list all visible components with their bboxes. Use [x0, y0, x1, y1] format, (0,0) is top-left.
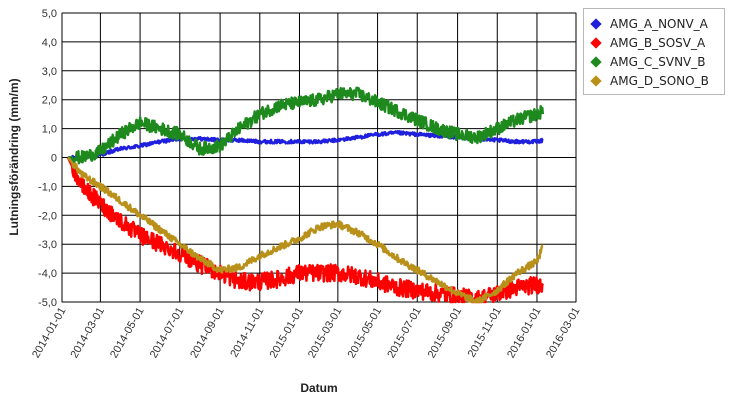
- legend-marker-icon: [590, 17, 602, 30]
- series-line-2: [67, 86, 545, 165]
- x-tick-label: 2015-05-01: [346, 306, 385, 361]
- legend: AMG_A_NONV_A AMG_B_SOSV_A AMG_C_SVNV_B AMG_…: [583, 8, 725, 95]
- x-tick-label: 2014-09-01: [188, 306, 227, 361]
- x-tick-label: 2015-01-01: [268, 306, 307, 361]
- y-tick-label: 3,0: [42, 66, 57, 78]
- legend-marker-icon: [590, 55, 602, 68]
- y-tick-label: 4,0: [42, 37, 57, 49]
- x-tick-label: 2015-03-01: [306, 306, 345, 361]
- x-tick-label: 2014-03-01: [68, 306, 107, 361]
- y-tick-label: -5,0: [38, 297, 57, 309]
- legend-item: AMG_C_SVNV_B: [590, 52, 724, 71]
- legend-label: AMG_D_SONO_B: [610, 73, 709, 88]
- series-line-1: [66, 156, 544, 304]
- y-tick-label: -3,0: [38, 239, 57, 251]
- legend-marker-icon: [590, 74, 602, 87]
- y-tick-label: 2,0: [42, 95, 57, 107]
- x-axis-label: Datum: [300, 381, 337, 395]
- y-tick-label: 0: [51, 153, 57, 165]
- x-tick-label: 2014-11-01: [228, 306, 266, 360]
- legend-label: AMG_B_SOSV_A: [610, 35, 706, 50]
- legend-label: AMG_C_SVNV_B: [610, 54, 706, 69]
- y-tick-label: 1,0: [42, 124, 57, 136]
- y-axis-label: Lutningsförändring (mm/m): [7, 78, 21, 235]
- y-tick-label: 5,0: [42, 8, 57, 20]
- series-group: [66, 86, 545, 304]
- y-tick-label: -2,0: [38, 210, 57, 222]
- series-line-3: [66, 156, 544, 304]
- legend-item: AMG_D_SONO_B: [590, 71, 724, 90]
- legend-label: AMG_A_NONV_A: [610, 16, 708, 31]
- x-tick-label: 2015-09-01: [426, 306, 465, 361]
- x-tick-label: 2014-01-01: [30, 306, 69, 361]
- y-axis: 5,0 4,0 3,0 2,0 1,0 0 -1,0 -2,0 -3,0 -4,0 -5,0: [38, 8, 57, 309]
- legend-marker-icon: [590, 36, 602, 49]
- x-tick-label: 2016-03-01: [544, 306, 583, 361]
- x-tick-label: 2015-07-01: [385, 306, 424, 361]
- legend-item: AMG_A_NONV_A: [590, 14, 724, 33]
- legend-item: AMG_B_SOSV_A: [590, 33, 724, 52]
- x-axis: 2014-01-01 2014-03-01 2014-05-01 2014-07-01…: [30, 306, 583, 361]
- x-tick-label: 2015-11-01: [466, 306, 504, 360]
- x-tick-label: 2016-01-01: [505, 306, 544, 361]
- y-tick-label: -4,0: [38, 268, 57, 280]
- x-tick-label: 2014-07-01: [148, 306, 187, 361]
- x-tick-label: 2014-05-01: [108, 306, 147, 361]
- y-tick-label: -1,0: [38, 181, 57, 193]
